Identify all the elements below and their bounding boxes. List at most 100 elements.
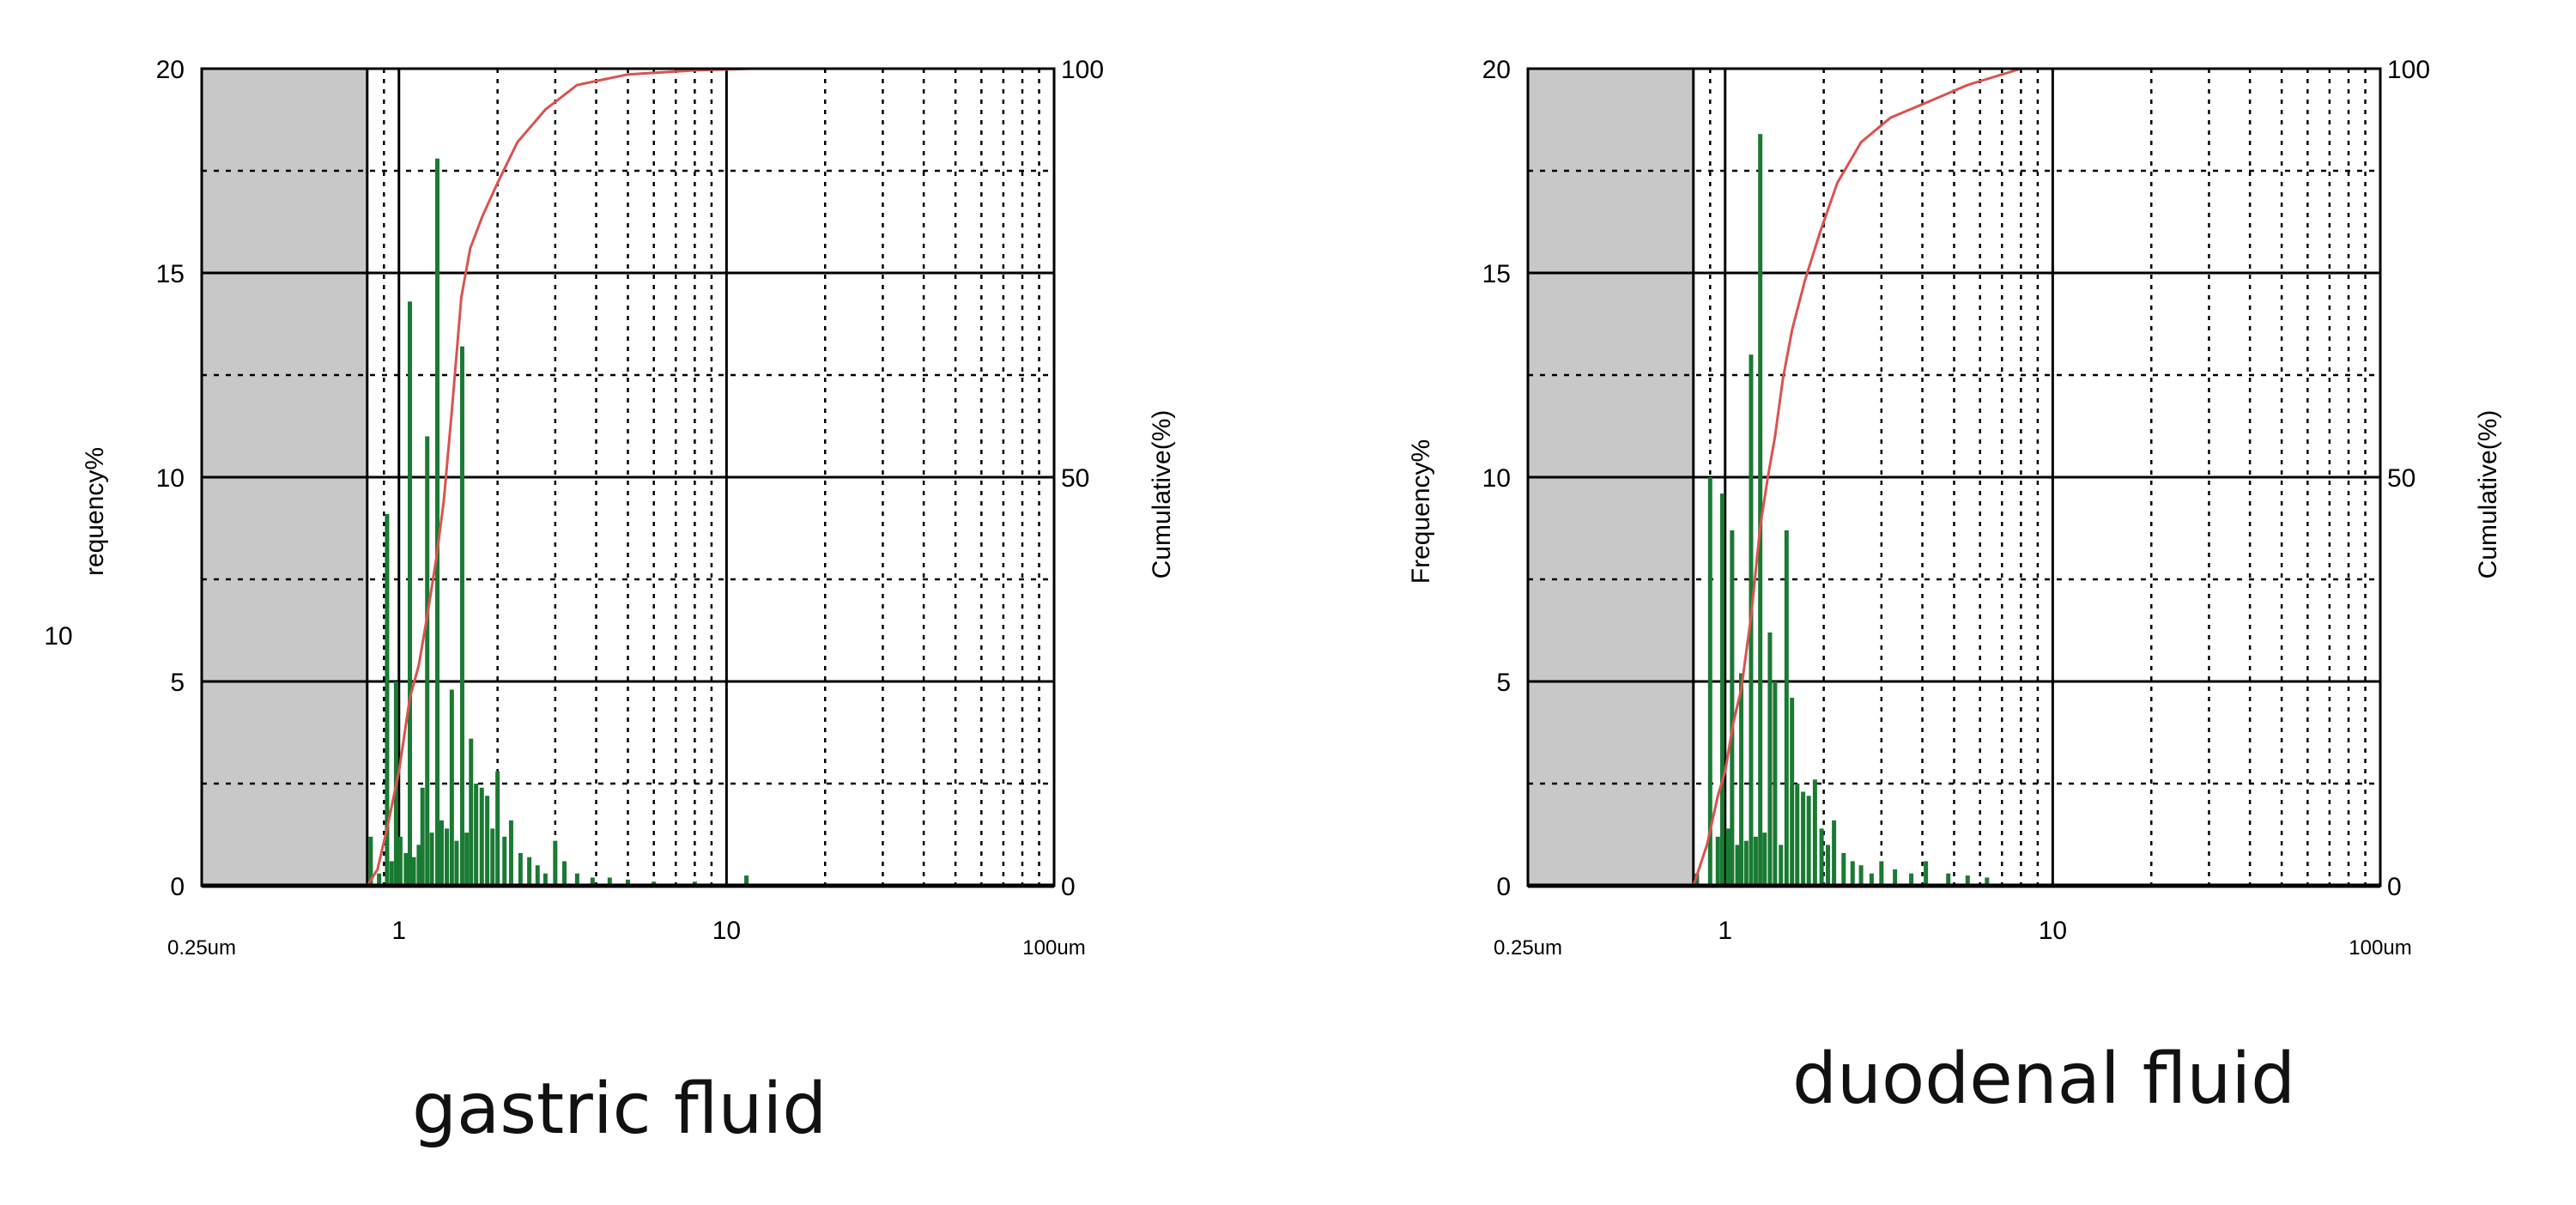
frequency-bar	[1946, 873, 1951, 886]
frequency-bar	[1819, 828, 1824, 886]
gastric-fluid-chart: 0 5 10 15 20 0 50 100 0.25um 1 10 100um requency% 10 C…	[44, 56, 1176, 960]
frequency-bar	[397, 836, 403, 886]
y-axis-label-group: requency%	[81, 447, 109, 576]
frequency-bar	[1858, 865, 1864, 886]
frequency-bar	[1784, 530, 1789, 886]
x-tick-label: 0.25um	[1494, 936, 1562, 960]
frequency-bar	[542, 873, 548, 886]
frequency-bar	[626, 879, 630, 886]
y-axis-label-group: Frequency%	[1407, 439, 1435, 584]
y-axis-label-prefix: 10	[44, 622, 72, 651]
y-tick-label: 0	[1496, 873, 1511, 901]
x-tick-label: 100um	[1022, 936, 1085, 960]
frequency-bar	[1841, 852, 1846, 886]
frequency-bar	[464, 833, 470, 886]
frequency-bar	[1725, 828, 1730, 886]
y2-tick-label: 0	[1061, 873, 1076, 901]
frequency-bar	[508, 820, 513, 886]
frequency-bar	[389, 861, 394, 886]
frequency-bar	[425, 436, 430, 886]
frequency-bar	[411, 857, 416, 886]
frequency-bar	[1869, 873, 1874, 886]
frequency-bar	[502, 836, 507, 886]
frequency-bar	[454, 840, 459, 886]
y2-tick-label: 100	[2387, 56, 2430, 84]
frequency-bar	[368, 836, 373, 886]
x-tick-label: 10	[712, 917, 741, 945]
y2-tick-label: 50	[2387, 464, 2415, 493]
y-tick-label: 10	[1482, 464, 1511, 493]
x-tick-label: 10	[2039, 917, 2067, 945]
y-tick-label: 10	[156, 464, 185, 493]
frequency-bar	[1801, 791, 1806, 886]
y-tick-label: 0	[170, 873, 185, 901]
frequency-bar	[445, 828, 450, 886]
frequency-bar	[439, 820, 444, 886]
cumulative-line	[366, 67, 753, 887]
y2-axis-label: Cumulative(%)	[1148, 410, 1176, 579]
frequency-bar	[590, 877, 595, 886]
frequency-bar	[1806, 796, 1811, 886]
frequency-bar	[535, 865, 540, 886]
frequency-bar	[1924, 861, 1929, 886]
frequency-bar	[1753, 836, 1758, 886]
frequency-bar	[1735, 845, 1740, 886]
frequency-bar	[469, 738, 474, 886]
frequency-bar	[377, 873, 382, 886]
chart-panel-duodenal: 0 5 10 15 20 0 50 100 0.25um 1 10 100um Frequency% Cu…	[1326, 0, 2576, 1205]
frequency-bar	[449, 689, 454, 886]
frequency-bar	[1965, 875, 1970, 886]
frequency-bar	[1812, 779, 1817, 886]
frequency-bar	[553, 840, 558, 886]
frequency-bar	[1762, 833, 1767, 886]
frequency-bar	[479, 787, 484, 886]
frequency-bar	[1773, 681, 1778, 886]
frequency-bar	[420, 787, 425, 886]
frequency-bar	[435, 158, 440, 887]
y-axis-label: requency%	[81, 447, 109, 576]
frequency-bar	[1909, 873, 1914, 886]
y-tick-label: 20	[1482, 56, 1511, 84]
frequency-bar	[403, 852, 409, 886]
y-tick-label: 15	[156, 260, 185, 288]
frequency-bar	[1850, 861, 1855, 886]
x-tick-label: 1	[1718, 917, 1732, 945]
y-tick-label: 5	[170, 669, 185, 697]
y2-tick-label: 50	[1061, 464, 1089, 493]
frequency-bar	[1715, 836, 1720, 886]
frequency-bar	[1879, 861, 1884, 886]
frequency-bar	[459, 346, 464, 886]
frequency-bar	[1779, 845, 1784, 886]
y2-axis-label-group: Cumulative(%)	[2474, 410, 2502, 579]
frequency-bar	[385, 513, 390, 886]
frequency-bar	[1707, 477, 1712, 886]
y2-axis-label: Cumulative(%)	[2474, 410, 2502, 579]
frequency-bar	[485, 796, 490, 886]
y-tick-label: 20	[156, 56, 185, 84]
chart-caption-duodenal: duodenal fluid	[1792, 1038, 2296, 1120]
frequency-bar	[1795, 784, 1800, 886]
frequency-bar	[408, 301, 413, 886]
frequency-bar	[495, 771, 500, 886]
duodenal-fluid-chart: 0 5 10 15 20 0 50 100 0.25um 1 10 100um Frequency% Cu…	[1407, 56, 2502, 960]
frequency-bar	[1694, 873, 1700, 886]
x-tick-label: 100um	[2349, 936, 2411, 960]
y2-axis-label-group: Cumulative(%)	[1148, 410, 1176, 579]
frequency-bar	[429, 833, 434, 886]
frequency-bar	[574, 873, 579, 886]
frequency-bar	[490, 828, 495, 886]
y2-tick-label: 0	[2387, 873, 2402, 901]
cumulative-line	[1692, 67, 2021, 887]
frequency-bar	[1743, 840, 1749, 886]
frequency-bar	[1730, 530, 1735, 886]
frequency-bar	[474, 784, 479, 886]
y-tick-label: 15	[1482, 260, 1511, 288]
chart-caption-gastric: gastric fluid	[412, 1069, 827, 1150]
y2-tick-label: 100	[1061, 56, 1104, 84]
frequency-bar	[416, 845, 421, 886]
frequency-bar	[518, 852, 523, 886]
frequency-bar	[527, 857, 532, 886]
frequency-bar	[1826, 845, 1831, 886]
frequency-bar	[1739, 673, 1744, 886]
x-tick-label: 0.25um	[167, 936, 236, 960]
